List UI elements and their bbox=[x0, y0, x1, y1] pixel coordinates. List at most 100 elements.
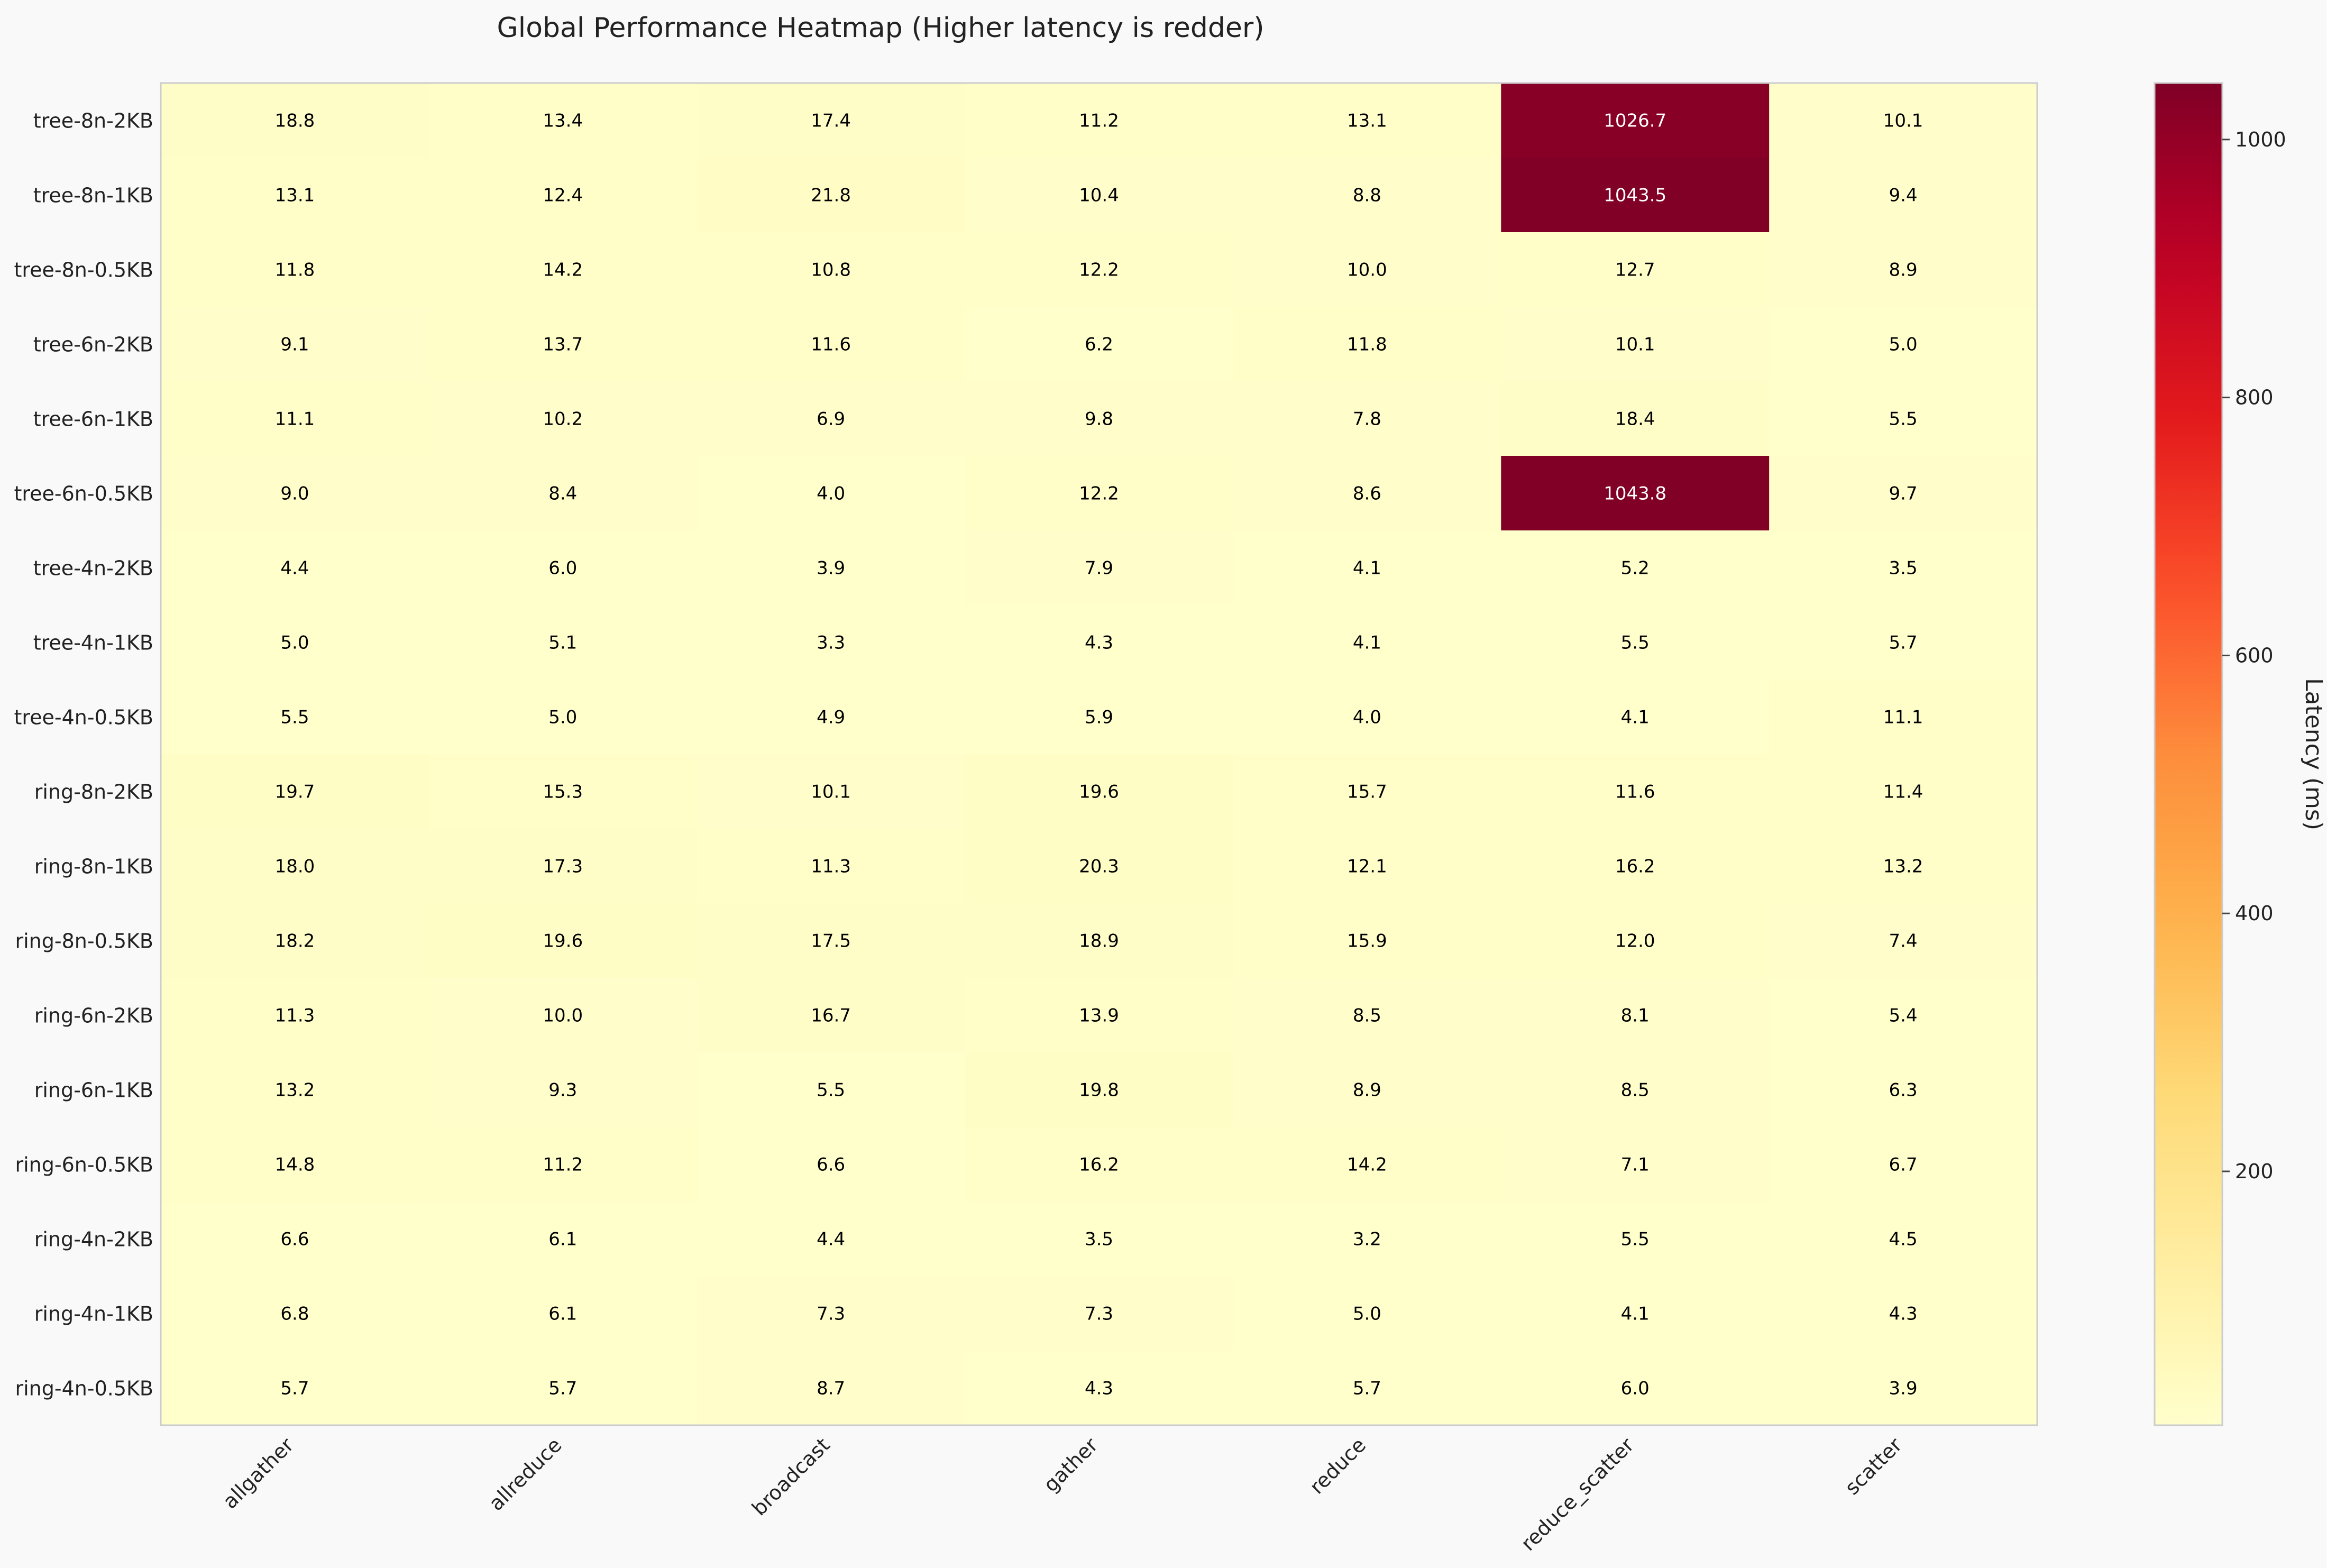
heatmap-cell bbox=[1233, 1202, 1501, 1277]
cell-value-label: 4.5 bbox=[1889, 1229, 1918, 1250]
cell-value-label: 15.7 bbox=[1347, 782, 1387, 803]
heatmap-cell bbox=[1501, 381, 1770, 456]
heatmap-cells bbox=[161, 83, 2038, 1426]
cell-value-label: 12.7 bbox=[1615, 260, 1655, 281]
heatmap-cell bbox=[428, 1276, 698, 1351]
cell-value-label: 8.5 bbox=[1621, 1080, 1650, 1101]
heatmap-cell bbox=[1769, 456, 2038, 531]
cell-value-label: 4.4 bbox=[280, 558, 309, 579]
cell-value-label: 7.1 bbox=[1621, 1154, 1650, 1176]
heatmap-cell bbox=[1769, 680, 2038, 755]
heatmap-cell bbox=[161, 829, 429, 904]
heatmap-cell bbox=[697, 829, 966, 904]
heatmap-cell bbox=[1501, 1127, 1770, 1202]
cell-value-label: 4.1 bbox=[1621, 707, 1650, 728]
heatmap-cell bbox=[697, 1202, 966, 1277]
row-tick-label: tree-6n-1KB bbox=[33, 408, 153, 431]
heatmap-cell bbox=[428, 307, 698, 382]
cell-value-label: 4.3 bbox=[1085, 1378, 1113, 1399]
plot-frame bbox=[160, 82, 2038, 1426]
row-tick-label: ring-4n-2KB bbox=[34, 1228, 153, 1251]
heatmap-cell bbox=[428, 680, 698, 755]
heatmap-cell bbox=[428, 158, 698, 233]
row-tick-label: ring-4n-1KB bbox=[34, 1303, 153, 1326]
cell-value-label: 5.5 bbox=[1621, 632, 1650, 654]
heatmap-cell bbox=[428, 83, 698, 158]
heatmap-cell bbox=[965, 1351, 1233, 1426]
heatmap-cell bbox=[1769, 232, 2038, 307]
heatmap-cell bbox=[697, 680, 966, 755]
cell-value-label: 3.9 bbox=[817, 558, 845, 579]
cell-value-label: 7.9 bbox=[1085, 558, 1113, 579]
heatmap-cell bbox=[428, 903, 698, 978]
heatmap-cell bbox=[697, 605, 966, 680]
heatmap-cell bbox=[1769, 83, 2038, 158]
heatmap-cell bbox=[428, 456, 698, 531]
heatmap-cell bbox=[1769, 1127, 2038, 1202]
heatmap-cell bbox=[965, 1202, 1233, 1277]
heatmap-cell bbox=[697, 158, 966, 233]
cell-value-label: 18.2 bbox=[275, 931, 315, 952]
cell-value-label: 3.2 bbox=[1353, 1229, 1381, 1250]
cell-value-label: 9.7 bbox=[1889, 483, 1918, 505]
heatmap-cell bbox=[1769, 1276, 2038, 1351]
heatmap-cell bbox=[1769, 158, 2038, 233]
heatmap-cell bbox=[161, 903, 429, 978]
cell-value-label: 8.9 bbox=[1353, 1080, 1381, 1101]
column-tick-labels: allgather allreduce broadcast gather reduce r… bbox=[218, 1433, 1907, 1555]
heatmap-cell bbox=[1233, 381, 1501, 456]
cell-value-label: 6.0 bbox=[1621, 1378, 1650, 1399]
cell-value-label: 10.1 bbox=[1615, 334, 1655, 355]
cell-value-label: 11.8 bbox=[1347, 334, 1387, 355]
cell-value-label: 9.3 bbox=[548, 1080, 577, 1101]
cell-value-label: 11.1 bbox=[275, 409, 315, 430]
heatmap-cell bbox=[1501, 307, 1770, 382]
cell-value-label: 8.5 bbox=[1353, 1005, 1381, 1026]
colorbar-label: Latency (ms) bbox=[2300, 678, 2327, 830]
cell-value-label: 10.4 bbox=[1079, 185, 1119, 206]
heatmap-cell bbox=[965, 1127, 1233, 1202]
heatmap-cell bbox=[1501, 530, 1770, 606]
cell-value-label: 11.4 bbox=[1883, 782, 1923, 803]
heatmap-cell bbox=[428, 1202, 698, 1277]
heatmap-cell bbox=[1769, 1351, 2038, 1426]
heatmap-cell bbox=[965, 456, 1233, 531]
cell-value-label: 8.8 bbox=[1353, 185, 1381, 206]
heatmap-cell bbox=[1233, 978, 1501, 1053]
heatmap-cell bbox=[161, 1351, 429, 1426]
heatmap-cell bbox=[1769, 605, 2038, 680]
cell-value-label: 12.1 bbox=[1347, 856, 1387, 877]
heatmap-cell bbox=[428, 829, 698, 904]
cell-value-label: 10.0 bbox=[1347, 260, 1387, 281]
cell-value-label: 13.2 bbox=[1883, 856, 1923, 877]
heatmap-cell bbox=[965, 605, 1233, 680]
heatmap-cell bbox=[965, 680, 1233, 755]
row-tick-label: ring-6n-0.5KB bbox=[15, 1153, 154, 1177]
heatmap-cell bbox=[965, 158, 1233, 233]
cell-value-label: 10.0 bbox=[543, 1005, 583, 1026]
row-tick-label: tree-8n-1KB bbox=[33, 184, 153, 207]
heatmap-cell bbox=[1233, 158, 1501, 233]
heatmap-cell bbox=[1769, 307, 2038, 382]
cell-value-label: 15.9 bbox=[1347, 931, 1387, 952]
heatmap-cell bbox=[965, 530, 1233, 606]
cell-value-label: 1026.7 bbox=[1604, 111, 1666, 132]
heatmap-cell bbox=[161, 307, 429, 382]
heatmap-cell bbox=[1501, 83, 1770, 158]
cell-value-label: 10.1 bbox=[1883, 111, 1923, 132]
cell-value-label: 12.2 bbox=[1079, 260, 1119, 281]
heatmap-cell bbox=[1769, 829, 2038, 904]
column-tick-label: broadcast bbox=[747, 1433, 834, 1520]
row-tick-label: tree-6n-0.5KB bbox=[14, 482, 153, 506]
heatmap-cell bbox=[697, 1127, 966, 1202]
cell-value-label: 11.6 bbox=[811, 334, 851, 355]
heatmap-cell bbox=[161, 381, 429, 456]
cell-value-label: 5.1 bbox=[548, 632, 577, 654]
cell-value-label: 21.8 bbox=[811, 185, 851, 206]
heatmap-cell bbox=[428, 530, 698, 606]
cell-value-label: 17.4 bbox=[811, 111, 851, 132]
heatmap-cell bbox=[1501, 605, 1770, 680]
heatmap-cell bbox=[697, 381, 966, 456]
cell-value-label: 6.7 bbox=[1889, 1154, 1918, 1176]
cell-value-label: 8.4 bbox=[548, 483, 577, 505]
